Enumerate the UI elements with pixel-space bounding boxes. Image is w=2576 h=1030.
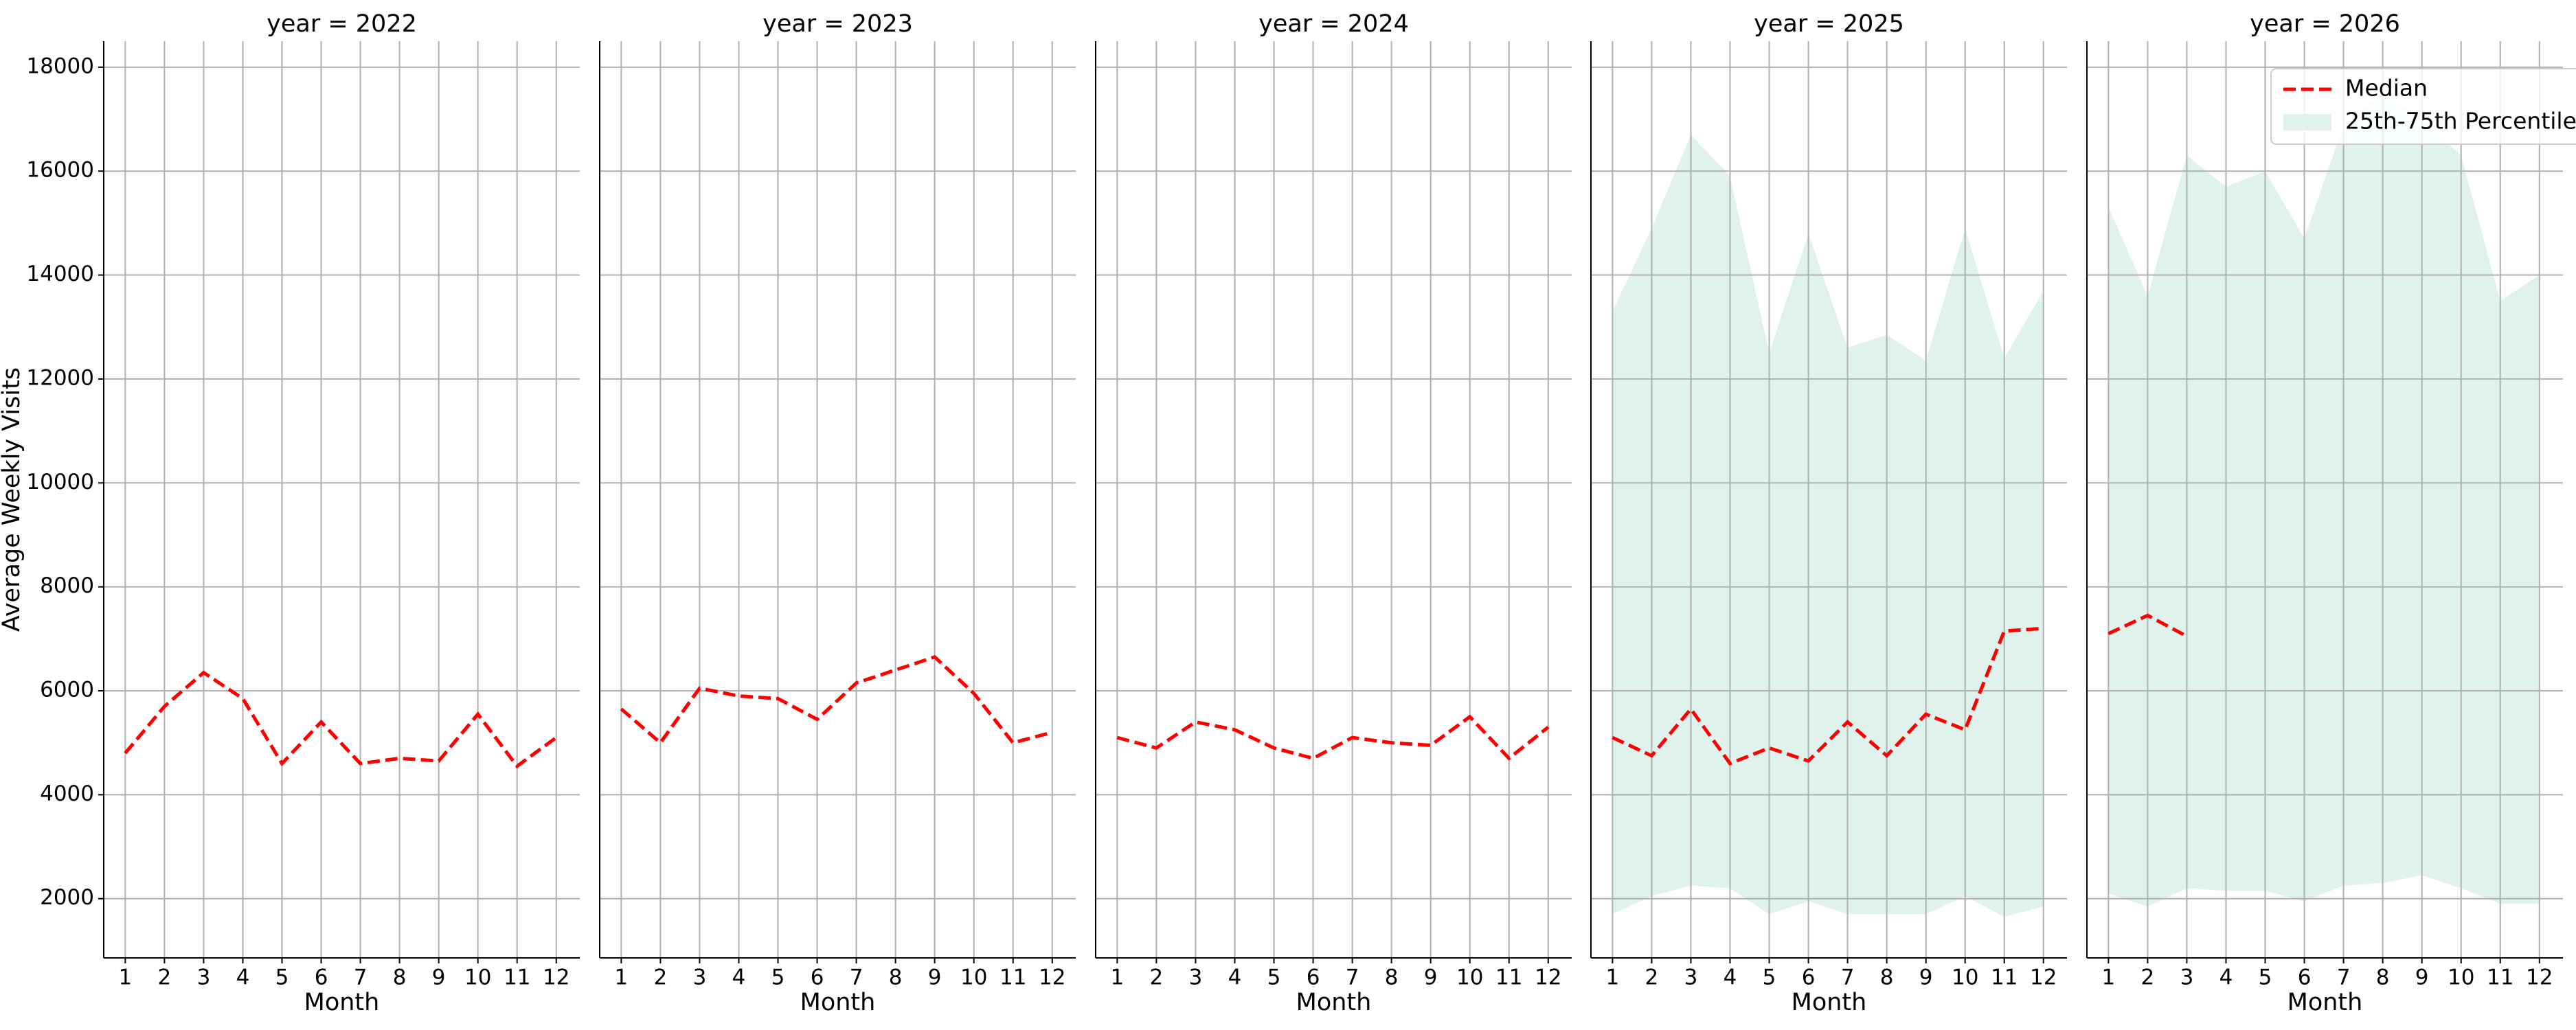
x-tick-label: 7 [2337,965,2351,990]
x-tick-label: 11 [1991,965,2018,990]
x-tick-label: 3 [693,965,707,990]
facet-title: year = 2024 [1258,10,1409,38]
x-tick-label: 9 [1919,965,1933,990]
y-tick-label: 16000 [26,158,94,183]
x-tick-label: 4 [1228,965,1242,990]
median-line [1612,626,2044,766]
median-line [620,654,1053,746]
x-tick-label: 5 [1267,965,1281,990]
x-tick-label: 3 [1684,965,1698,990]
x-tick-label: 12 [2030,965,2057,990]
x-tick-label: 12 [1535,965,1561,990]
facet-title: year = 2026 [2250,10,2400,38]
x-tick-label: 8 [1385,965,1399,990]
x-tick-label: 10 [1456,965,1483,990]
y-tick-label: 4000 [40,781,94,806]
x-axis-label: Month [304,989,380,1016]
x-tick-label: 9 [1424,965,1438,990]
x-tick-label: 11 [504,965,530,990]
legend-text: Median [2345,75,2428,102]
x-tick-label: 1 [119,965,133,990]
x-tick-label: 4 [732,965,746,990]
x-tick-label: 2 [1645,965,1659,990]
x-tick-label: 11 [1495,965,1522,990]
y-tick-label: 2000 [40,885,94,910]
x-tick-label: 5 [1763,965,1776,990]
x-tick-label: 12 [2526,965,2553,990]
x-tick-label: 5 [771,965,785,990]
x-tick-label: 8 [393,965,407,990]
x-tick-label: 3 [1189,965,1203,990]
y-axis-label: Average Weekly Visits [0,367,25,632]
facet-title: year = 2025 [1754,10,1904,38]
x-tick-label: 8 [2376,965,2390,990]
x-tick-label: 1 [615,965,629,990]
y-tick-label: 8000 [40,573,94,598]
x-tick-label: 1 [1606,965,1620,990]
x-tick-label: 5 [275,965,289,990]
x-axis-label: Month [800,989,876,1016]
y-tick-label: 10000 [26,470,94,494]
x-tick-label: 6 [1802,965,1816,990]
x-tick-label: 7 [1841,965,1855,990]
facet-title: year = 2023 [762,10,913,38]
y-tick-label: 6000 [40,678,94,702]
x-tick-label: 2 [2141,965,2155,990]
facet-title: year = 2022 [267,10,417,38]
x-tick-label: 9 [432,965,446,990]
x-tick-label: 1 [2102,965,2116,990]
y-tick-label: 18000 [26,54,94,78]
x-tick-label: 12 [543,965,569,990]
x-tick-label: 6 [811,965,824,990]
legend-box [2270,68,2576,145]
x-tick-label: 6 [2298,965,2312,990]
x-tick-label: 6 [315,965,328,990]
x-tick-label: 3 [197,965,211,990]
x-tick-label: 4 [236,965,250,990]
percentile-band [2108,93,2540,907]
x-tick-label: 11 [2487,965,2513,990]
x-tick-label: 6 [1307,965,1320,990]
y-tick-label: 14000 [26,262,94,286]
x-tick-label: 2 [1150,965,1164,990]
x-tick-label: 5 [2259,965,2272,990]
x-tick-label: 1 [1111,965,1125,990]
legend-swatch [2283,114,2331,130]
x-axis-label: Month [2287,989,2363,1016]
x-tick-label: 7 [1346,965,1359,990]
x-tick-label: 11 [999,965,1026,990]
legend-text: 25th-75th Percentile [2345,108,2576,135]
median-line [1116,714,1550,761]
x-tick-label: 10 [960,965,987,990]
x-tick-label: 7 [354,965,368,990]
x-tick-label: 9 [2415,965,2429,990]
median-line [124,670,558,769]
x-tick-label: 2 [654,965,668,990]
x-tick-label: 4 [2219,965,2233,990]
x-tick-label: 12 [1039,965,1065,990]
x-tick-label: 8 [1880,965,1894,990]
x-tick-label: 10 [1952,965,1978,990]
median-line [2108,613,2188,638]
x-tick-label: 2 [158,965,172,990]
x-tick-label: 7 [850,965,863,990]
x-axis-label: Month [1792,989,1867,1016]
x-tick-label: 10 [2448,965,2474,990]
x-tick-label: 4 [1724,965,1737,990]
x-axis-label: Month [1296,989,1372,1016]
y-tick-label: 12000 [26,365,94,390]
x-tick-label: 9 [928,965,942,990]
percentile-band [1612,135,2044,917]
x-tick-label: 3 [2180,965,2194,990]
x-tick-label: 8 [889,965,903,990]
x-tick-label: 10 [464,965,491,990]
